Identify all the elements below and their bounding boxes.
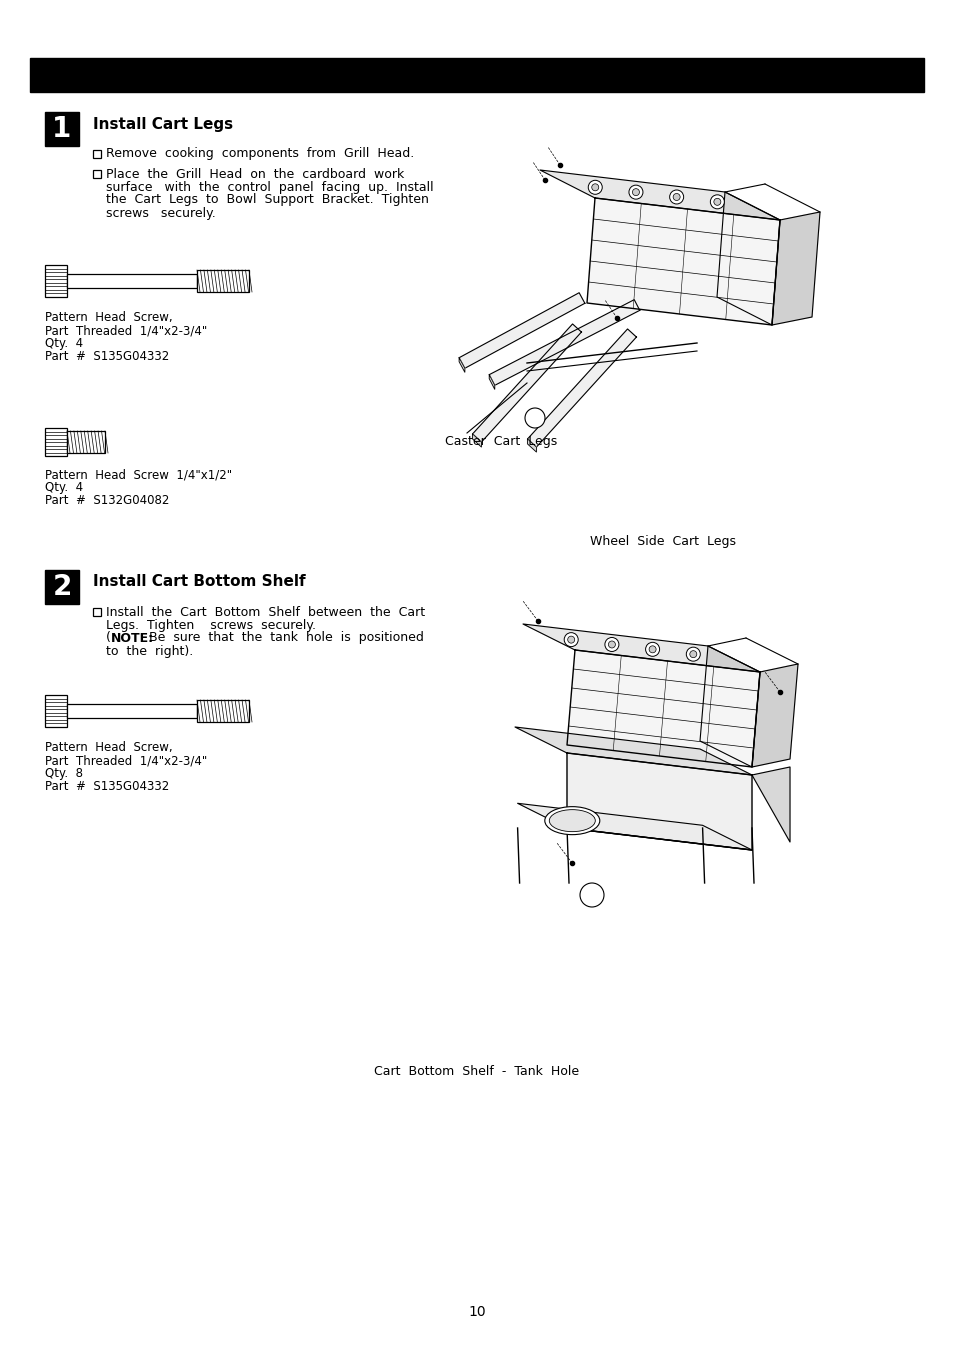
Text: Place  the  Grill  Head  on  the  cardboard  work: Place the Grill Head on the cardboard wo… bbox=[106, 167, 404, 180]
Polygon shape bbox=[751, 766, 789, 842]
Polygon shape bbox=[771, 211, 820, 325]
Bar bbox=[92, 150, 101, 158]
Text: the  Cart  Legs  to  Bowl  Support  Bracket.  Tighten: the Cart Legs to Bowl Support Bracket. T… bbox=[106, 194, 429, 206]
Circle shape bbox=[648, 645, 656, 653]
Circle shape bbox=[713, 198, 720, 205]
Text: Install Cart Legs: Install Cart Legs bbox=[92, 116, 233, 132]
Text: Cart  Bottom  Shelf  -  Tank  Hole: Cart Bottom Shelf - Tank Hole bbox=[374, 1065, 579, 1078]
Bar bbox=[30, 58, 923, 92]
Text: 10: 10 bbox=[468, 1305, 485, 1319]
Bar bbox=[196, 700, 249, 722]
Circle shape bbox=[632, 189, 639, 195]
Bar bbox=[45, 112, 79, 145]
Circle shape bbox=[579, 884, 603, 907]
Circle shape bbox=[628, 185, 642, 199]
Text: 1: 1 bbox=[52, 114, 71, 143]
Text: Part  Threaded  1/4"x2-3/4": Part Threaded 1/4"x2-3/4" bbox=[45, 754, 207, 766]
Bar bbox=[92, 607, 101, 616]
Bar bbox=[67, 273, 196, 288]
Ellipse shape bbox=[549, 810, 595, 831]
Text: Wheel  Side  Cart  Legs: Wheel Side Cart Legs bbox=[589, 535, 735, 548]
Ellipse shape bbox=[544, 807, 599, 835]
Text: Legs.  Tighten    screws  securely.: Legs. Tighten screws securely. bbox=[106, 618, 315, 632]
Bar bbox=[45, 428, 67, 457]
Circle shape bbox=[604, 637, 618, 652]
Circle shape bbox=[567, 636, 574, 643]
Text: Qty.  4: Qty. 4 bbox=[45, 481, 83, 494]
Text: Part  #  S135G04332: Part # S135G04332 bbox=[45, 780, 169, 793]
Bar bbox=[67, 704, 196, 718]
Polygon shape bbox=[527, 439, 536, 453]
Text: screws   securely.: screws securely. bbox=[106, 206, 215, 220]
Circle shape bbox=[591, 183, 598, 191]
Polygon shape bbox=[458, 292, 584, 368]
Text: NOTE:: NOTE: bbox=[111, 632, 154, 644]
Text: surface   with  the  control  panel  facing  up.  Install: surface with the control panel facing up… bbox=[106, 180, 434, 194]
Text: Remove  cooking  components  from  Grill  Head.: Remove cooking components from Grill Hea… bbox=[106, 148, 414, 160]
Text: Part  #  S132G04082: Part # S132G04082 bbox=[45, 494, 170, 506]
Text: Pattern  Head  Screw  1/4"x1/2": Pattern Head Screw 1/4"x1/2" bbox=[45, 467, 232, 481]
Bar bbox=[92, 170, 101, 178]
Circle shape bbox=[710, 195, 723, 209]
Bar bbox=[45, 570, 79, 603]
Text: to  the  right).: to the right). bbox=[106, 644, 193, 657]
Polygon shape bbox=[566, 651, 760, 766]
Text: Caster  Cart  Legs: Caster Cart Legs bbox=[444, 435, 557, 449]
Bar bbox=[67, 431, 105, 453]
Polygon shape bbox=[751, 664, 797, 766]
Bar bbox=[45, 265, 67, 296]
Polygon shape bbox=[566, 753, 751, 850]
Text: Qty.  8: Qty. 8 bbox=[45, 766, 83, 780]
Circle shape bbox=[673, 194, 679, 201]
Text: Install Cart Bottom Shelf: Install Cart Bottom Shelf bbox=[92, 575, 305, 590]
Circle shape bbox=[563, 633, 578, 647]
Circle shape bbox=[645, 643, 659, 656]
Text: Part  #  S135G04332: Part # S135G04332 bbox=[45, 350, 169, 362]
Polygon shape bbox=[458, 358, 464, 372]
Text: Be  sure  that  the  tank  hole  is  positioned: Be sure that the tank hole is positioned bbox=[145, 632, 423, 644]
Text: Pattern  Head  Screw,: Pattern Head Screw, bbox=[45, 311, 172, 325]
Text: Pattern  Head  Screw,: Pattern Head Screw, bbox=[45, 741, 172, 754]
Polygon shape bbox=[517, 803, 751, 850]
Polygon shape bbox=[527, 329, 636, 447]
Circle shape bbox=[685, 647, 700, 661]
Text: Assembly  Instructions: Assembly Instructions bbox=[334, 65, 619, 85]
Circle shape bbox=[588, 180, 601, 194]
Bar bbox=[196, 269, 249, 292]
Polygon shape bbox=[700, 647, 760, 766]
Text: Install  the  Cart  Bottom  Shelf  between  the  Cart: Install the Cart Bottom Shelf between th… bbox=[106, 606, 425, 618]
Polygon shape bbox=[522, 624, 760, 672]
Text: Qty.  4: Qty. 4 bbox=[45, 337, 83, 350]
Text: (: ( bbox=[106, 632, 111, 644]
Circle shape bbox=[689, 651, 696, 657]
Polygon shape bbox=[515, 727, 751, 775]
Circle shape bbox=[608, 641, 615, 648]
Polygon shape bbox=[717, 193, 780, 325]
Polygon shape bbox=[539, 170, 780, 220]
Text: Part  Threaded  1/4"x2-3/4": Part Threaded 1/4"x2-3/4" bbox=[45, 325, 207, 337]
Bar bbox=[45, 695, 67, 727]
Polygon shape bbox=[489, 374, 495, 389]
Polygon shape bbox=[472, 434, 481, 447]
Circle shape bbox=[524, 408, 544, 428]
Circle shape bbox=[669, 190, 683, 203]
Text: 2: 2 bbox=[52, 572, 71, 601]
Polygon shape bbox=[586, 198, 780, 325]
Polygon shape bbox=[472, 325, 580, 442]
Polygon shape bbox=[489, 299, 639, 385]
